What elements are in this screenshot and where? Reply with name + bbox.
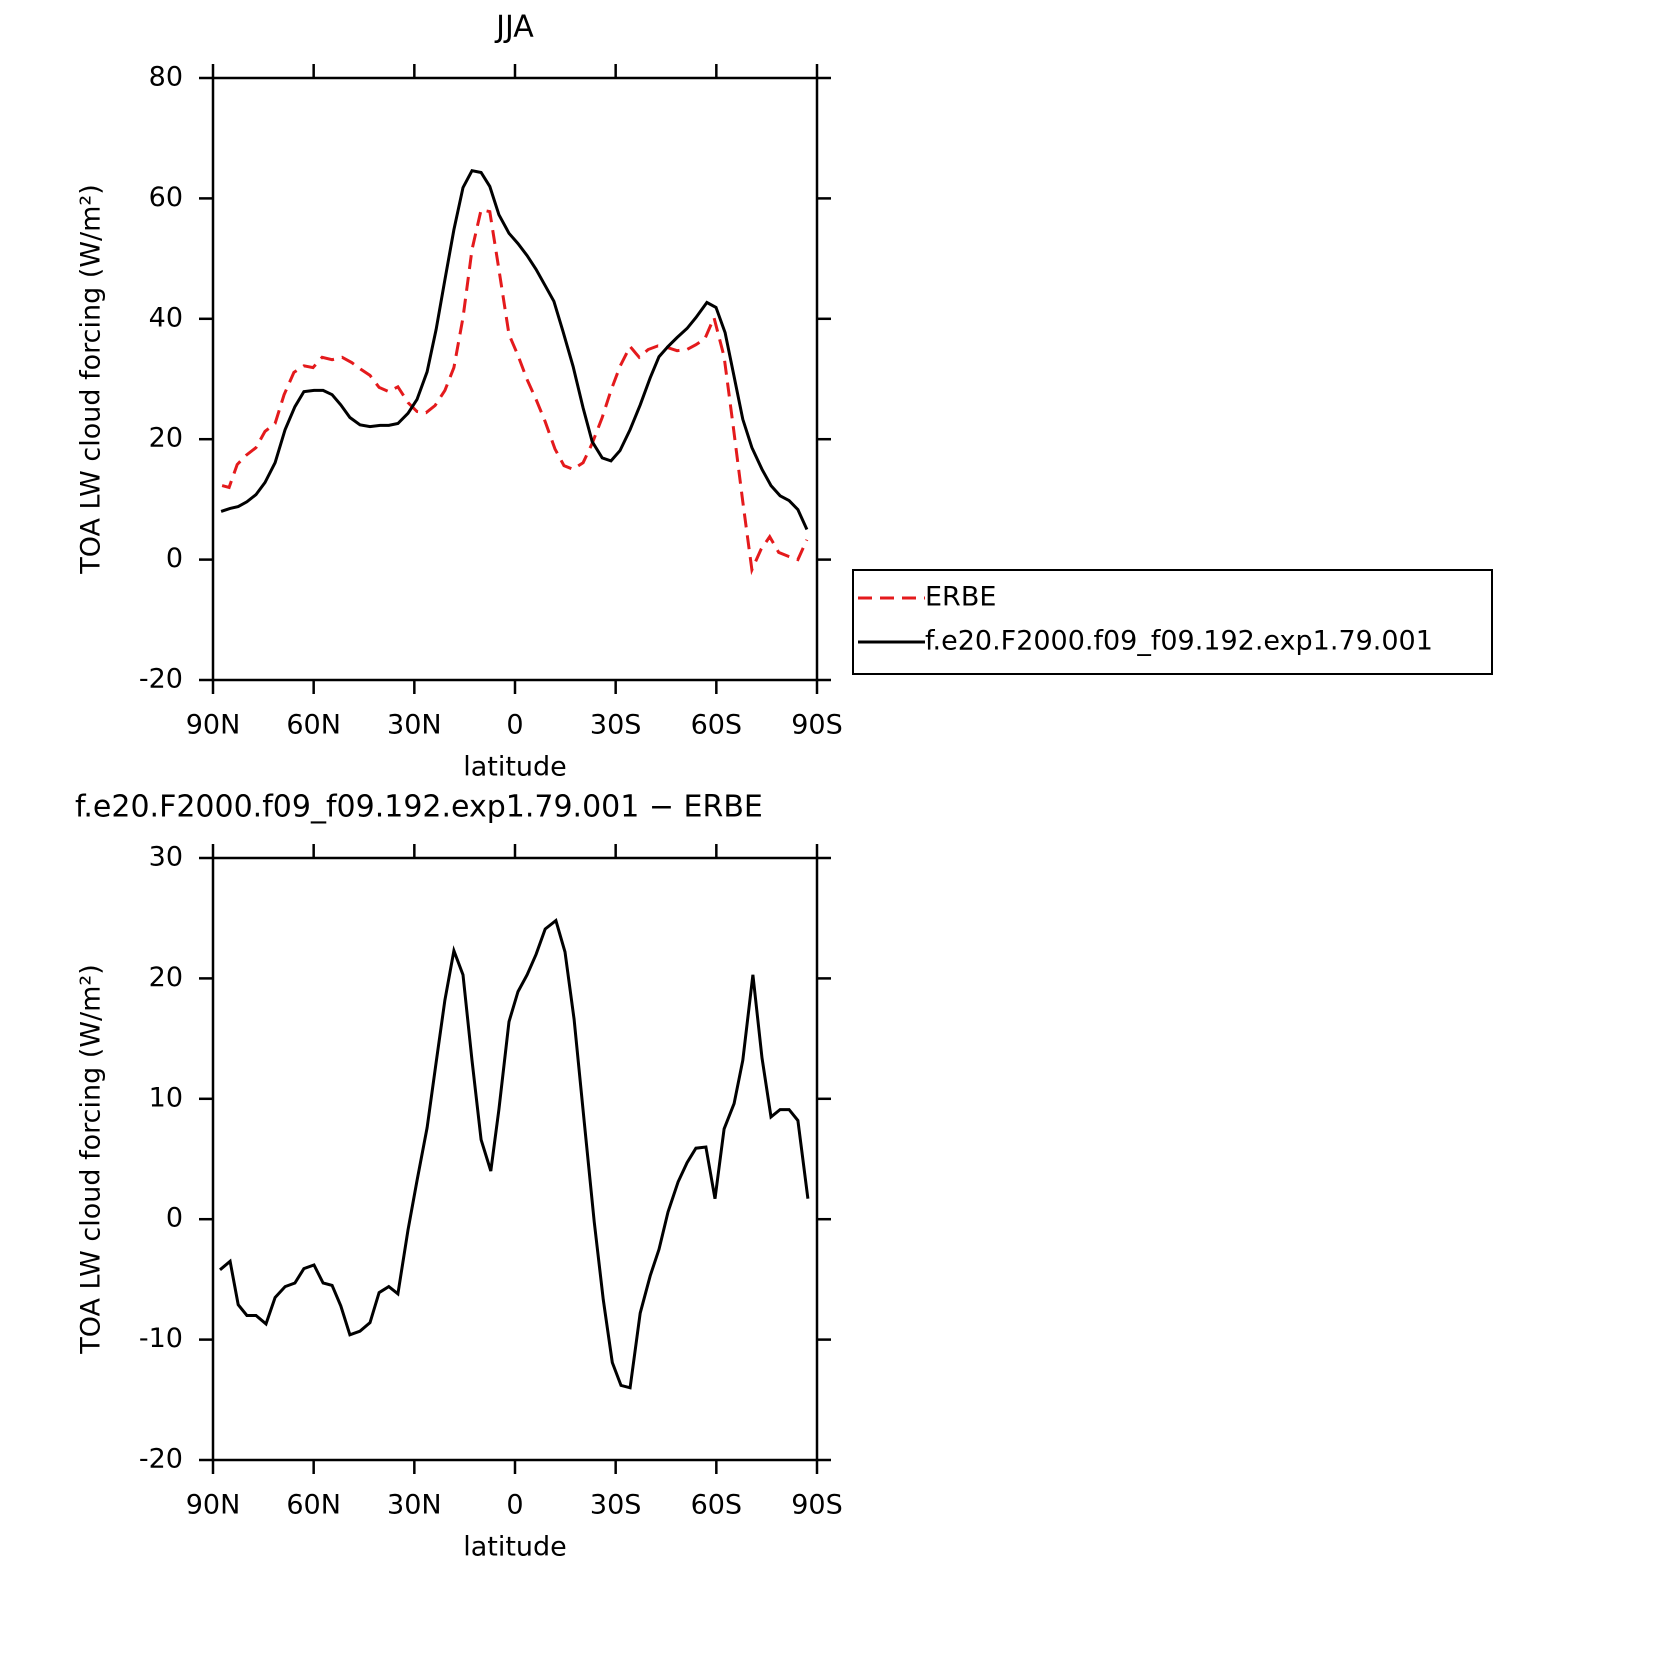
x-tick-label: 60S bbox=[691, 1490, 743, 1521]
x-tick-label: 30S bbox=[590, 710, 642, 741]
x-tick-label: 90N bbox=[186, 710, 241, 741]
plot-frame bbox=[211, 76, 819, 682]
x-tick-label: 30N bbox=[387, 710, 442, 741]
x-tick-label: 30N bbox=[387, 1490, 442, 1521]
y-axis-label: TOA LW cloud forcing (W/m²) bbox=[76, 184, 107, 575]
chart-title: f.e20.F2000.f09_f09.192.exp1.79.001 − ER… bbox=[75, 790, 763, 825]
y-axis-label: TOA LW cloud forcing (W/m²) bbox=[76, 964, 107, 1355]
chart-title: JJA bbox=[494, 10, 534, 45]
y-tick-label: -20 bbox=[139, 664, 183, 695]
legend-label: ERBE bbox=[925, 582, 996, 613]
x-tick-label: 30S bbox=[590, 1490, 642, 1521]
x-axis-label: latitude bbox=[463, 1532, 567, 1563]
y-tick-label: 60 bbox=[149, 182, 183, 213]
x-tick-label: 60N bbox=[286, 1490, 341, 1521]
legend-label: f.e20.F2000.f09_f09.192.exp1.79.001 bbox=[925, 626, 1433, 657]
legend-box bbox=[852, 569, 1493, 675]
x-tick-label: 0 bbox=[506, 710, 523, 741]
data-line bbox=[219, 918, 810, 1390]
y-tick-label: 20 bbox=[149, 962, 183, 993]
y-tick-label: 20 bbox=[149, 423, 183, 454]
x-tick-label: 90S bbox=[791, 1490, 843, 1521]
y-tick-label: 0 bbox=[166, 543, 183, 574]
y-tick-label: 10 bbox=[149, 1082, 183, 1113]
x-tick-label: 60N bbox=[286, 710, 341, 741]
y-tick-label: 30 bbox=[149, 842, 183, 873]
y-tick-label: 40 bbox=[149, 302, 183, 333]
y-tick-label: -20 bbox=[139, 1444, 183, 1475]
data-line bbox=[220, 169, 809, 531]
plot-frame bbox=[211, 856, 819, 1462]
y-tick-label: 0 bbox=[166, 1203, 183, 1234]
data-line bbox=[221, 208, 809, 576]
x-tick-label: 90N bbox=[186, 1490, 241, 1521]
x-tick-label: 60S bbox=[691, 710, 743, 741]
y-tick-label: 80 bbox=[149, 62, 183, 93]
x-axis-label: latitude bbox=[463, 752, 567, 783]
x-tick-label: 90S bbox=[791, 710, 843, 741]
x-tick-label: 0 bbox=[506, 1490, 523, 1521]
y-tick-label: -10 bbox=[139, 1323, 183, 1354]
